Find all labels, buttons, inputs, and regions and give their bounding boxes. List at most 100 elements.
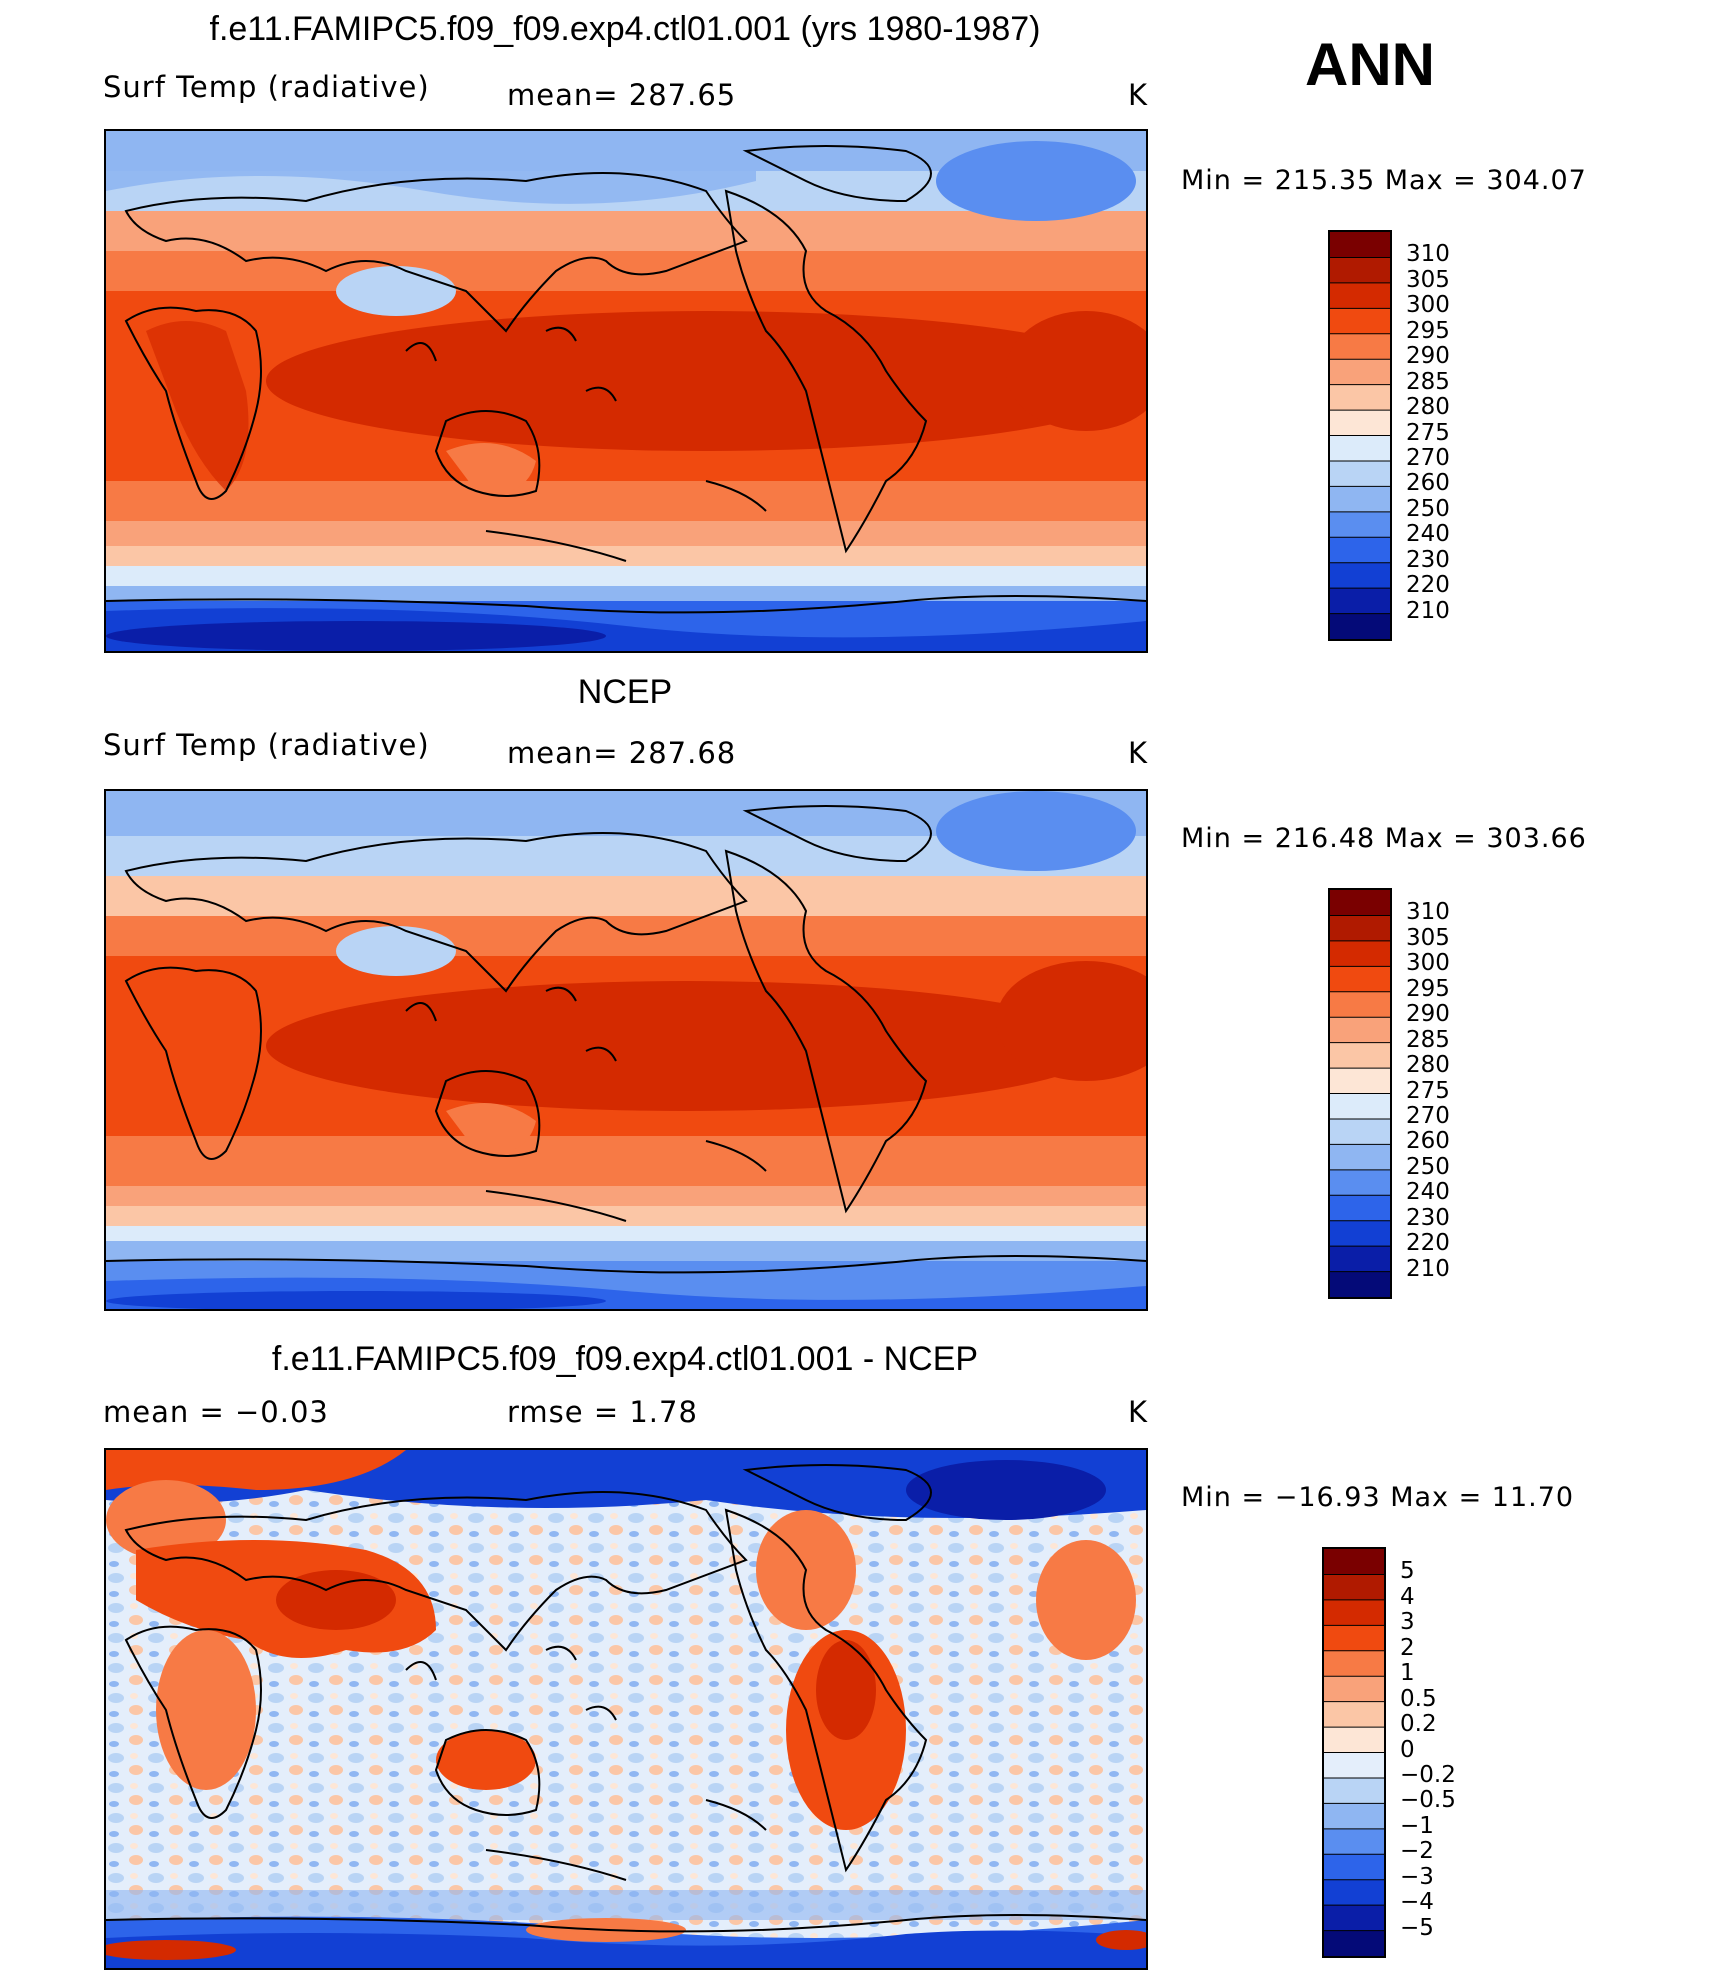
colorbar-swatch — [1330, 359, 1390, 386]
colorbar-swatch — [1324, 1549, 1384, 1575]
panel-model-units: K — [1128, 78, 1149, 112]
colorbar-tick-label: 285 — [1406, 368, 1450, 395]
colorbar-swatch — [1330, 966, 1390, 993]
colorbar-swatch — [1324, 1650, 1384, 1677]
colorbar-tick-label: 305 — [1406, 266, 1450, 293]
colorbar-swatch — [1330, 308, 1390, 335]
colorbar-tick-label: 280 — [1406, 394, 1450, 421]
colorbar-swatch — [1330, 1068, 1390, 1094]
colorbar-tick-label: 270 — [1406, 444, 1450, 471]
colorbar-tick-label: 275 — [1406, 419, 1450, 446]
colorbar-swatch — [1324, 1828, 1384, 1855]
season-label: ANN — [1305, 31, 1435, 98]
colorbar-swatch — [1324, 1930, 1384, 1956]
colorbar-swatch — [1324, 1752, 1384, 1779]
colorbar-swatch — [1324, 1625, 1384, 1652]
panel-diff-units: K — [1128, 1395, 1149, 1429]
panel-model-mean-label: mean= 287.65 — [507, 78, 737, 112]
colorbar-swatch — [1330, 410, 1390, 436]
panel-diff-rmse-label: rmse = 1.78 — [507, 1395, 698, 1429]
colorbar-tick-label: 240 — [1406, 521, 1450, 548]
colorbar-swatch — [1330, 1042, 1390, 1069]
colorbar-tick-label: 210 — [1406, 1255, 1450, 1282]
colorbar-tick-label: −2 — [1400, 1838, 1434, 1865]
colorbar-swatch — [1324, 1701, 1384, 1728]
colorbar-tick-label: −4 — [1400, 1889, 1434, 1916]
colorbar-tick-label: 210 — [1406, 597, 1450, 624]
colorbar-tick-label: 230 — [1406, 1204, 1450, 1231]
colorbar-swatch — [1330, 1271, 1390, 1297]
colorbar-swatch — [1324, 1803, 1384, 1830]
panel-obs-title: NCEP — [577, 673, 673, 711]
colorbar-swatch — [1330, 1144, 1390, 1171]
colorbar-swatch — [1330, 257, 1390, 284]
colorbar-swatch — [1330, 1195, 1390, 1222]
colorbar-swatch — [1330, 588, 1390, 615]
panel-diff-mean-label: mean = −0.03 — [103, 1395, 329, 1429]
colorbar-tick-label: 250 — [1406, 1153, 1450, 1180]
colorbar-tick-label: 290 — [1406, 1001, 1450, 1028]
colorbar-tick-label: −0.2 — [1400, 1761, 1456, 1788]
colorbar-swatch — [1330, 1246, 1390, 1273]
colorbar-tick-label: −0.5 — [1400, 1787, 1456, 1814]
colorbar-swatch — [1324, 1879, 1384, 1906]
colorbar-swatch — [1330, 915, 1390, 942]
colorbar-swatch — [1324, 1574, 1384, 1601]
panel-obs-colorbar-labels: 310 305 300 295 290 285 280 275 270 260 250 240 230 2… — [1406, 888, 1486, 1295]
panel-obs-mean-label: mean= 287.68 — [507, 736, 737, 770]
panel-obs-minmax: Min = 216.48 Max = 303.66 — [1181, 823, 1587, 854]
panel-model-colorbar-labels: 310 305 300 295 290 285 280 275 270 260 250 240 230 2… — [1406, 230, 1486, 637]
panel-model-map-svg — [106, 131, 1146, 651]
panel-obs-map-svg — [106, 791, 1146, 1309]
colorbar-tick-label: 275 — [1406, 1077, 1450, 1104]
colorbar-swatch — [1330, 282, 1390, 309]
colorbar-swatch — [1330, 333, 1390, 360]
colorbar-tick-label: 0.5 — [1400, 1685, 1437, 1712]
colorbar-tick-label: 295 — [1406, 317, 1450, 344]
colorbar-tick-label: −1 — [1400, 1812, 1434, 1839]
panel-obs-units: K — [1128, 736, 1149, 770]
colorbar-swatch — [1330, 991, 1390, 1018]
colorbar-swatch — [1324, 1854, 1384, 1881]
colorbar-swatch — [1330, 940, 1390, 967]
colorbar-swatch — [1324, 1777, 1384, 1804]
panel-obs-colorbar-svg — [1330, 890, 1390, 1297]
colorbar-tick-label: 0 — [1400, 1736, 1415, 1763]
panel-diff-title: f.e11.FAMIPC5.f09_f09.exp4.ctl01.001 - N… — [271, 1340, 979, 1378]
colorbar-tick-label: 305 — [1406, 924, 1450, 951]
colorbar-tick-label: 5 — [1400, 1558, 1415, 1585]
panel-model-colorbar-svg — [1330, 232, 1390, 639]
colorbar-tick-label: 260 — [1406, 1128, 1450, 1155]
colorbar-tick-label: 220 — [1406, 1230, 1450, 1257]
panel-obs-map — [104, 789, 1148, 1311]
colorbar-tick-label: −5 — [1400, 1914, 1434, 1941]
colorbar-tick-label: 4 — [1400, 1583, 1415, 1610]
panel-model-colorbar — [1328, 230, 1392, 641]
panel-model-map — [104, 129, 1148, 653]
colorbar-tick-label: 310 — [1406, 899, 1450, 926]
panel-obs-colorbar — [1328, 888, 1392, 1299]
colorbar-tick-label: 2 — [1400, 1634, 1415, 1661]
colorbar-swatch — [1330, 1118, 1390, 1145]
colorbar-swatch — [1330, 1017, 1390, 1044]
colorbar-tick-label: 230 — [1406, 546, 1450, 573]
colorbar-tick-label: 260 — [1406, 470, 1450, 497]
colorbar-swatch — [1330, 537, 1390, 564]
colorbar-tick-label: 285 — [1406, 1026, 1450, 1053]
panel-diff-colorbar-labels: 5 4 3 2 1 0.5 0.2 0 −0.2 −0.5 −1 −2 −3 −4 −5 — [1400, 1547, 1480, 1954]
colorbar-tick-label: 300 — [1406, 950, 1450, 977]
colorbar-swatch — [1330, 1169, 1390, 1196]
colorbar-swatch — [1330, 460, 1390, 487]
panel-obs-variable-label: Surf Temp (radiative) — [103, 728, 430, 762]
panel-diff-minmax: Min = −16.93 Max = 11.70 — [1181, 1482, 1575, 1513]
colorbar-swatch — [1330, 562, 1390, 589]
colorbar-tick-label: 220 — [1406, 572, 1450, 599]
colorbar-swatch — [1324, 1905, 1384, 1932]
colorbar-tick-label: 295 — [1406, 975, 1450, 1002]
panel-model-variable-label: Surf Temp (radiative) — [103, 70, 430, 104]
panel-diff-colorbar — [1322, 1547, 1386, 1958]
colorbar-swatch — [1330, 384, 1390, 411]
colorbar-tick-label: 3 — [1400, 1609, 1415, 1636]
colorbar-tick-label: 240 — [1406, 1179, 1450, 1206]
colorbar-tick-label: −3 — [1400, 1863, 1434, 1890]
